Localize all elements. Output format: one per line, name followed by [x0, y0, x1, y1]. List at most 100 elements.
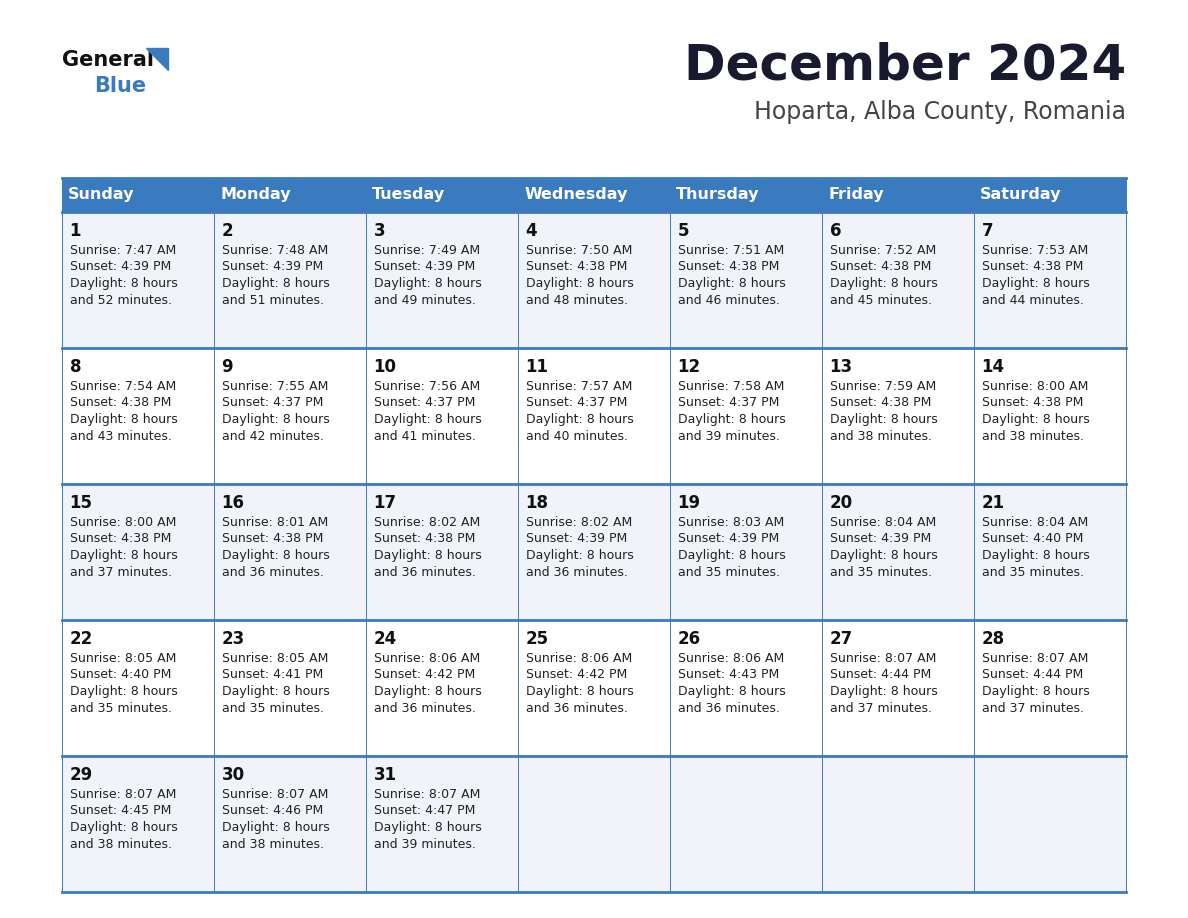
Text: and 37 minutes.: and 37 minutes. — [981, 701, 1083, 714]
Bar — [62, 484, 1126, 620]
Text: Daylight: 8 hours: Daylight: 8 hours — [70, 413, 177, 426]
Text: Sunset: 4:38 PM: Sunset: 4:38 PM — [981, 397, 1083, 409]
Text: Sunset: 4:44 PM: Sunset: 4:44 PM — [981, 668, 1082, 681]
Text: 21: 21 — [981, 494, 1005, 512]
Bar — [62, 212, 1126, 348]
Text: 26: 26 — [677, 630, 701, 648]
Text: 16: 16 — [222, 494, 245, 512]
Text: Sunrise: 8:03 AM: Sunrise: 8:03 AM — [677, 516, 784, 529]
Text: Sunset: 4:42 PM: Sunset: 4:42 PM — [525, 668, 627, 681]
Text: 3: 3 — [373, 222, 385, 240]
Text: 4: 4 — [525, 222, 537, 240]
Text: Sunset: 4:39 PM: Sunset: 4:39 PM — [222, 261, 323, 274]
Text: Sunrise: 8:00 AM: Sunrise: 8:00 AM — [981, 380, 1088, 393]
Text: 14: 14 — [981, 358, 1005, 376]
Text: Daylight: 8 hours: Daylight: 8 hours — [829, 413, 937, 426]
Text: and 39 minutes.: and 39 minutes. — [373, 837, 475, 850]
Text: 5: 5 — [677, 222, 689, 240]
Text: Daylight: 8 hours: Daylight: 8 hours — [829, 685, 937, 698]
Text: Daylight: 8 hours: Daylight: 8 hours — [222, 821, 329, 834]
Text: Sunrise: 7:49 AM: Sunrise: 7:49 AM — [373, 244, 480, 257]
Text: Sunrise: 8:07 AM: Sunrise: 8:07 AM — [981, 652, 1088, 665]
Text: Wednesday: Wednesday — [524, 187, 627, 203]
Polygon shape — [146, 48, 168, 70]
Text: Sunset: 4:41 PM: Sunset: 4:41 PM — [222, 668, 323, 681]
Text: Sunset: 4:38 PM: Sunset: 4:38 PM — [525, 261, 627, 274]
Text: Sunrise: 7:51 AM: Sunrise: 7:51 AM — [677, 244, 784, 257]
Text: Daylight: 8 hours: Daylight: 8 hours — [677, 685, 785, 698]
Text: and 43 minutes.: and 43 minutes. — [70, 430, 171, 442]
Text: and 36 minutes.: and 36 minutes. — [525, 565, 627, 578]
Text: Daylight: 8 hours: Daylight: 8 hours — [222, 685, 329, 698]
Text: Sunrise: 7:52 AM: Sunrise: 7:52 AM — [829, 244, 936, 257]
Text: Daylight: 8 hours: Daylight: 8 hours — [222, 413, 329, 426]
Text: 23: 23 — [222, 630, 245, 648]
Text: Blue: Blue — [94, 76, 146, 96]
Text: Daylight: 8 hours: Daylight: 8 hours — [981, 685, 1089, 698]
Text: Daylight: 8 hours: Daylight: 8 hours — [222, 277, 329, 290]
Text: and 38 minutes.: and 38 minutes. — [70, 837, 171, 850]
Text: Daylight: 8 hours: Daylight: 8 hours — [373, 277, 481, 290]
Text: 2: 2 — [222, 222, 233, 240]
Text: Daylight: 8 hours: Daylight: 8 hours — [70, 549, 177, 562]
Text: 11: 11 — [525, 358, 549, 376]
Text: 22: 22 — [70, 630, 93, 648]
Text: Sunrise: 8:07 AM: Sunrise: 8:07 AM — [373, 788, 480, 801]
Text: Daylight: 8 hours: Daylight: 8 hours — [70, 277, 177, 290]
Text: Daylight: 8 hours: Daylight: 8 hours — [829, 277, 937, 290]
Text: Sunrise: 8:06 AM: Sunrise: 8:06 AM — [525, 652, 632, 665]
Text: and 36 minutes.: and 36 minutes. — [373, 701, 475, 714]
Text: Friday: Friday — [828, 187, 884, 203]
Text: and 41 minutes.: and 41 minutes. — [373, 430, 475, 442]
Text: Sunset: 4:40 PM: Sunset: 4:40 PM — [981, 532, 1083, 545]
Text: Sunset: 4:38 PM: Sunset: 4:38 PM — [677, 261, 779, 274]
Text: and 38 minutes.: and 38 minutes. — [829, 430, 931, 442]
Text: Sunrise: 7:50 AM: Sunrise: 7:50 AM — [525, 244, 632, 257]
Text: and 37 minutes.: and 37 minutes. — [829, 701, 931, 714]
Text: Monday: Monday — [220, 187, 291, 203]
Text: 9: 9 — [222, 358, 233, 376]
Text: Sunset: 4:38 PM: Sunset: 4:38 PM — [70, 397, 171, 409]
Text: and 49 minutes.: and 49 minutes. — [373, 294, 475, 307]
Text: 18: 18 — [525, 494, 549, 512]
Text: 20: 20 — [829, 494, 853, 512]
Text: Sunset: 4:38 PM: Sunset: 4:38 PM — [222, 532, 323, 545]
Text: Sunset: 4:39 PM: Sunset: 4:39 PM — [373, 261, 475, 274]
Text: Sunset: 4:42 PM: Sunset: 4:42 PM — [373, 668, 475, 681]
Bar — [62, 178, 1126, 212]
Text: Sunrise: 7:54 AM: Sunrise: 7:54 AM — [70, 380, 176, 393]
Text: Sunrise: 8:04 AM: Sunrise: 8:04 AM — [829, 516, 936, 529]
Text: and 35 minutes.: and 35 minutes. — [70, 701, 171, 714]
Text: Sunset: 4:37 PM: Sunset: 4:37 PM — [373, 397, 475, 409]
Text: 10: 10 — [373, 358, 397, 376]
Text: Hoparta, Alba County, Romania: Hoparta, Alba County, Romania — [754, 100, 1126, 124]
Text: Daylight: 8 hours: Daylight: 8 hours — [70, 821, 177, 834]
Text: and 46 minutes.: and 46 minutes. — [677, 294, 779, 307]
Text: Sunrise: 7:56 AM: Sunrise: 7:56 AM — [373, 380, 480, 393]
Text: Sunset: 4:40 PM: Sunset: 4:40 PM — [70, 668, 171, 681]
Text: Sunrise: 8:07 AM: Sunrise: 8:07 AM — [829, 652, 936, 665]
Text: Sunset: 4:43 PM: Sunset: 4:43 PM — [677, 668, 779, 681]
Text: 31: 31 — [373, 766, 397, 784]
Text: Saturday: Saturday — [980, 187, 1062, 203]
Text: Sunrise: 8:02 AM: Sunrise: 8:02 AM — [373, 516, 480, 529]
Text: Sunrise: 7:59 AM: Sunrise: 7:59 AM — [829, 380, 936, 393]
Text: Daylight: 8 hours: Daylight: 8 hours — [70, 685, 177, 698]
Text: Daylight: 8 hours: Daylight: 8 hours — [373, 685, 481, 698]
Text: Sunset: 4:39 PM: Sunset: 4:39 PM — [525, 532, 627, 545]
Text: 1: 1 — [70, 222, 81, 240]
Text: Sunrise: 8:07 AM: Sunrise: 8:07 AM — [222, 788, 328, 801]
Text: 7: 7 — [981, 222, 993, 240]
Text: Daylight: 8 hours: Daylight: 8 hours — [829, 549, 937, 562]
Text: and 48 minutes.: and 48 minutes. — [525, 294, 627, 307]
Text: Sunday: Sunday — [68, 187, 134, 203]
Text: and 52 minutes.: and 52 minutes. — [70, 294, 171, 307]
Text: and 37 minutes.: and 37 minutes. — [70, 565, 171, 578]
Text: Sunrise: 8:00 AM: Sunrise: 8:00 AM — [70, 516, 176, 529]
Text: Sunrise: 8:07 AM: Sunrise: 8:07 AM — [70, 788, 176, 801]
Text: 19: 19 — [677, 494, 701, 512]
Text: and 36 minutes.: and 36 minutes. — [222, 565, 323, 578]
Bar — [62, 756, 1126, 892]
Text: 13: 13 — [829, 358, 853, 376]
Text: Sunset: 4:38 PM: Sunset: 4:38 PM — [829, 397, 931, 409]
